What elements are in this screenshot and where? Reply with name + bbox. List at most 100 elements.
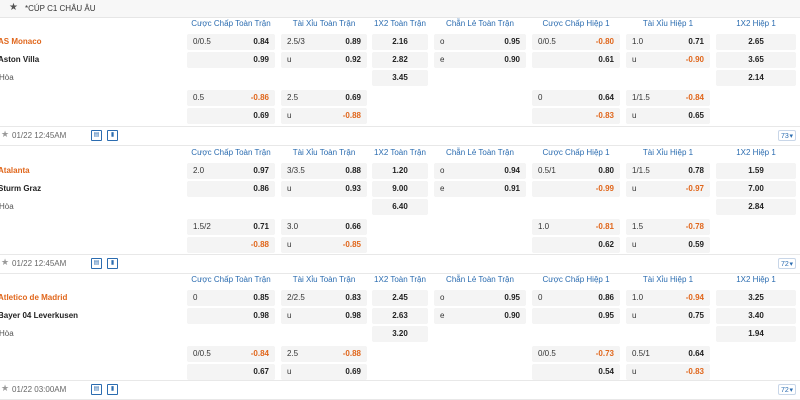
bar-chart-icon[interactable]: ▮ (107, 130, 118, 141)
home-team[interactable]: AS Monaco (0, 37, 42, 46)
x12-ft-draw[interactable]: 3.20 (372, 326, 428, 342)
alt-handicap-ft-home[interactable]: 0/0.5 -0.84 (187, 346, 275, 362)
handicap-h1-home[interactable]: 0.5/1 0.80 (532, 163, 620, 179)
handicap-ft-home[interactable]: 0 0.85 (187, 290, 275, 306)
over-under-h1-over[interactable]: 1/1.5 0.78 (626, 163, 710, 179)
odds-price: -0.86 (250, 93, 269, 102)
alt-handicap-h1-away[interactable]: -0.83 (532, 108, 620, 124)
alt-over-under-ft-under[interactable]: u 0.69 (281, 364, 367, 380)
x12-h1-draw[interactable]: 2.84 (716, 199, 796, 215)
x12-h1-away[interactable]: 7.00 (716, 181, 796, 197)
alt-handicap-ft-away[interactable]: 0.67 (187, 364, 275, 380)
handicap-h1-home[interactable]: 0 0.86 (532, 290, 620, 306)
x12-ft-home[interactable]: 2.16 (372, 34, 428, 50)
handicap-ft-home[interactable]: 2.0 0.97 (187, 163, 275, 179)
star-icon[interactable]: ★ (1, 257, 10, 267)
alt-handicap-h1-home[interactable]: 0 0.64 (532, 90, 620, 106)
over-under-h1-over[interactable]: 1.0 -0.94 (626, 290, 710, 306)
odd-even-ft-odd[interactable]: o 0.95 (434, 34, 526, 50)
x12-ft-away[interactable]: 9.00 (372, 181, 428, 197)
alt-over-under-ft-over[interactable]: 2.5 0.69 (281, 90, 367, 106)
x12-ft-home[interactable]: 2.45 (372, 290, 428, 306)
over-under-ft-under[interactable]: u 0.93 (281, 181, 367, 197)
home-team[interactable]: Atletico de Madrid (0, 293, 68, 302)
alt-over-under-ft-over[interactable]: 3.0 0.66 (281, 219, 367, 235)
away-team[interactable]: Sturm Graz (0, 184, 42, 193)
odd-even-ft-odd[interactable]: o 0.94 (434, 163, 526, 179)
alt-over-under-ft-under[interactable]: u -0.88 (281, 108, 367, 124)
x12-h1-draw[interactable]: 1.94 (716, 326, 796, 342)
x12-ft-home[interactable]: 1.20 (372, 163, 428, 179)
alt-over-under-h1-under[interactable]: u 0.59 (626, 237, 710, 253)
alt-handicap-h1-away[interactable]: 0.62 (532, 237, 620, 253)
x12-h1-draw[interactable]: 2.14 (716, 70, 796, 86)
stats-icon[interactable]: ▤ (91, 384, 102, 395)
alt-over-under-h1-under[interactable]: u -0.83 (626, 364, 710, 380)
star-icon[interactable]: ★ (9, 2, 18, 13)
x12-ft-draw[interactable]: 3.45 (372, 70, 428, 86)
over-under-h1-under[interactable]: u -0.90 (626, 52, 710, 68)
alt-handicap-ft-home[interactable]: 1.5/2 0.71 (187, 219, 275, 235)
handicap-ft-home[interactable]: 0/0.5 0.84 (187, 34, 275, 50)
odd-even-ft-odd[interactable]: o 0.95 (434, 290, 526, 306)
kickoff-time: 01/22 12:45AM (12, 131, 67, 140)
alt-over-under-ft-over[interactable]: 2.5 -0.88 (281, 346, 367, 362)
over-under-ft-over[interactable]: 3/3.5 0.88 (281, 163, 367, 179)
league-header[interactable]: ★ *CÚP C1 CHÂU ÂU (0, 0, 800, 18)
over-under-h1-over[interactable]: 1.0 0.71 (626, 34, 710, 50)
odd-even-ft-even[interactable]: e 0.90 (434, 52, 526, 68)
handicap-h1-away[interactable]: 0.95 (532, 308, 620, 324)
handicap-ft-away[interactable]: 0.86 (187, 181, 275, 197)
x12-h1-away[interactable]: 3.40 (716, 308, 796, 324)
handicap-h1-away[interactable]: -0.99 (532, 181, 620, 197)
stats-icon[interactable]: ▤ (91, 258, 102, 269)
star-icon[interactable]: ★ (1, 129, 10, 139)
alt-handicap-h1-home[interactable]: 1.0 -0.81 (532, 219, 620, 235)
star-icon[interactable]: ★ (1, 383, 10, 393)
over-under-h1-under[interactable]: u 0.75 (626, 308, 710, 324)
alt-handicap-ft-home[interactable]: 0.5 -0.86 (187, 90, 275, 106)
alt-handicap-ft-away[interactable]: -0.88 (187, 237, 275, 253)
x12-h1-home[interactable]: 2.65 (716, 34, 796, 50)
alt-over-under-ft-under[interactable]: u -0.85 (281, 237, 367, 253)
odds-line: 0 (538, 93, 543, 102)
odds-price: 2.65 (748, 37, 764, 46)
x12-h1-home[interactable]: 3.25 (716, 290, 796, 306)
over-under-ft-under[interactable]: u 0.98 (281, 308, 367, 324)
over-under-ft-over[interactable]: 2/2.5 0.83 (281, 290, 367, 306)
alt-handicap-h1-away[interactable]: 0.54 (532, 364, 620, 380)
over-under-ft-over[interactable]: 2.5/3 0.89 (281, 34, 367, 50)
alt-over-under-h1-over[interactable]: 1/1.5 -0.84 (626, 90, 710, 106)
alt-handicap-ft-away[interactable]: 0.69 (187, 108, 275, 124)
odd-even-ft-even[interactable]: e 0.90 (434, 308, 526, 324)
stats-icon[interactable]: ▤ (91, 130, 102, 141)
alt-over-under-h1-over[interactable]: 1.5 -0.78 (626, 219, 710, 235)
alt-over-under-h1-under[interactable]: u 0.65 (626, 108, 710, 124)
away-team[interactable]: Bayer 04 Leverkusen (0, 311, 79, 320)
handicap-h1-away[interactable]: 0.61 (532, 52, 620, 68)
over-under-h1-under[interactable]: u -0.97 (626, 181, 710, 197)
x12-ft-away[interactable]: 2.63 (372, 308, 428, 324)
odd-even-ft-even[interactable]: e 0.91 (434, 181, 526, 197)
x12-ft-away[interactable]: 2.82 (372, 52, 428, 68)
bar-chart-icon[interactable]: ▮ (107, 258, 118, 269)
more-markets-button[interactable]: 72 (778, 258, 796, 270)
alt-handicap-h1-home[interactable]: 0/0.5 -0.73 (532, 346, 620, 362)
handicap-ft-away[interactable]: 0.98 (187, 308, 275, 324)
odds-line: 0/0.5 (193, 349, 211, 358)
more-markets-button[interactable]: 72 (778, 384, 796, 396)
handicap-ft-away[interactable]: 0.99 (187, 52, 275, 68)
x12-h1-away[interactable]: 3.65 (716, 52, 796, 68)
column-header: 1X2 Hiệp 1 (736, 19, 776, 28)
away-team[interactable]: Aston Villa (0, 55, 40, 64)
x12-h1-home[interactable]: 1.59 (716, 163, 796, 179)
odds-line: 1.5/2 (193, 222, 211, 231)
x12-ft-draw[interactable]: 6.40 (372, 199, 428, 215)
odds-line: 0/0.5 (538, 37, 556, 46)
alt-over-under-h1-over[interactable]: 0.5/1 0.64 (626, 346, 710, 362)
bar-chart-icon[interactable]: ▮ (107, 384, 118, 395)
more-markets-button[interactable]: 73 (778, 130, 796, 142)
home-team[interactable]: Atalanta (0, 166, 30, 175)
handicap-h1-home[interactable]: 0/0.5 -0.80 (532, 34, 620, 50)
over-under-ft-under[interactable]: u 0.92 (281, 52, 367, 68)
